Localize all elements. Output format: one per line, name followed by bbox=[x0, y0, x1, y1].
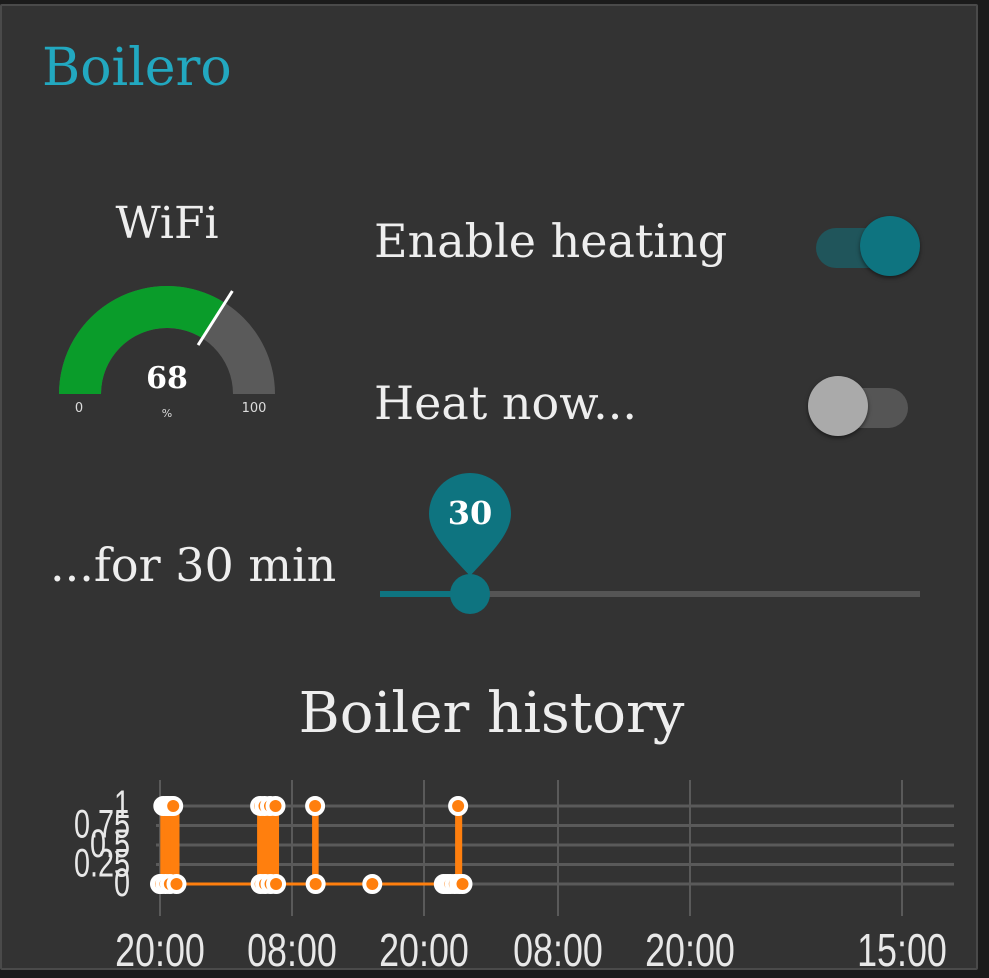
chart-x-tick-label: 20:00 bbox=[379, 925, 469, 976]
chart-series-bar bbox=[272, 806, 280, 884]
chart-y-tick-label: 0 bbox=[114, 860, 130, 905]
boiler-history-chart: 00.250.50.751 20:00 08:00 20:00 08:00 20:00 15… bbox=[74, 780, 954, 976]
duration-slider[interactable]: 30 bbox=[380, 472, 922, 622]
enable-heating-toggle-knob bbox=[860, 216, 920, 276]
wifi-gauge-max: 100 bbox=[242, 401, 267, 416]
wifi-gauge-title: WiFi bbox=[115, 198, 219, 249]
chart-data-point bbox=[163, 796, 184, 816]
chart-y-tick-label: 0.75 bbox=[74, 802, 130, 847]
chart-title: Boiler history bbox=[298, 681, 685, 746]
wifi-gauge-needle bbox=[196, 290, 234, 346]
chart-data-point bbox=[265, 796, 286, 816]
chart-data-point bbox=[305, 796, 326, 816]
heat-now-toggle-knob bbox=[808, 376, 868, 436]
heat-now-label: Heat now... bbox=[374, 376, 637, 430]
app-card: Boilero WiFi 68 % 0 100 Enable heating H… bbox=[0, 4, 978, 976]
chart-data-point bbox=[266, 874, 287, 894]
enable-heating-label: Enable heating bbox=[374, 214, 728, 268]
chart-data-point bbox=[166, 874, 187, 894]
chart-x-tick-label: 08:00 bbox=[513, 925, 603, 976]
chart-series-bar bbox=[455, 806, 463, 884]
wifi-gauge-fill bbox=[59, 286, 225, 394]
enable-heating-toggle[interactable] bbox=[812, 208, 922, 276]
chart-x-tick-label: 15:00 bbox=[857, 925, 947, 976]
duration-value-label: 30 bbox=[448, 494, 493, 532]
chart-x-tick-label: 20:00 bbox=[645, 925, 735, 976]
chart-data-point bbox=[362, 874, 383, 894]
wifi-gauge: 68 % 0 100 bbox=[59, 286, 275, 420]
chart-x-tick-label: 08:00 bbox=[247, 925, 337, 976]
chart-series-bar bbox=[261, 806, 269, 884]
chart-data-point bbox=[452, 874, 473, 894]
duration-value-pin bbox=[429, 472, 511, 576]
duration-slider-thumb[interactable] bbox=[450, 574, 490, 614]
chart-data-point bbox=[448, 796, 469, 816]
chart-y-tick-label: 0.5 bbox=[90, 821, 130, 866]
chart-y-tick-label: 1 bbox=[114, 782, 130, 827]
chart-y-tick-label: 0.25 bbox=[74, 841, 130, 886]
heat-now-toggle[interactable] bbox=[808, 368, 918, 436]
wifi-gauge-value: 68 bbox=[146, 361, 188, 396]
app-title: Boilero bbox=[42, 38, 232, 98]
chart-series-bar bbox=[257, 806, 264, 884]
chart-series-bar bbox=[312, 806, 319, 884]
wifi-gauge-unit: % bbox=[162, 407, 172, 420]
duration-label: ...for 30 min bbox=[50, 538, 337, 592]
chart-x-tick-label: 20:00 bbox=[115, 925, 205, 976]
chart-data-point bbox=[305, 874, 326, 894]
chart-series-bar bbox=[267, 806, 274, 884]
wifi-gauge-min: 0 bbox=[75, 401, 83, 416]
chart-series-bar bbox=[170, 806, 180, 884]
